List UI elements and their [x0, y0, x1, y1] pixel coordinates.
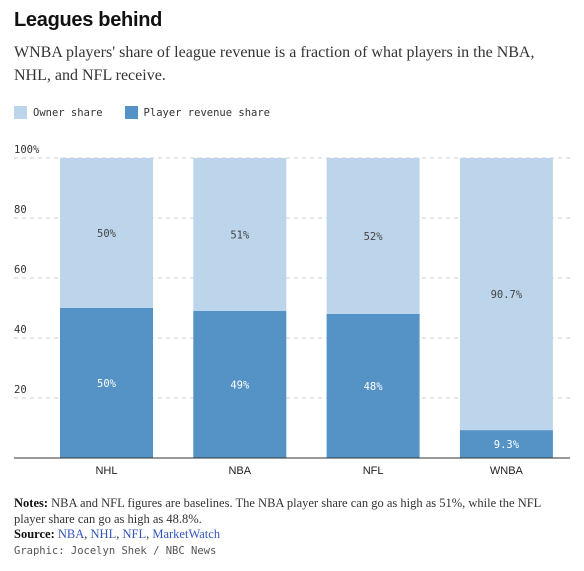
y-tick-label-80: 80	[14, 204, 27, 216]
chart-title: Leagues behind	[14, 9, 163, 31]
chart-subtitle: WNBA players' share of league revenue is…	[14, 44, 535, 84]
bar-nfl-player	[326, 314, 420, 458]
bar-nhl-player	[60, 308, 153, 458]
y-tick-label-100: 100%	[14, 144, 40, 156]
legend-item-owner: Owner share	[14, 106, 103, 119]
source-line: Source: NBA, NHL, NFL, MarketWatch	[14, 527, 221, 541]
graphic-credit: Graphic: Jocelyn Shek / NBC News	[14, 545, 217, 557]
notes-text: NBA and NFL figures are baselines. The N…	[14, 496, 541, 526]
data-label-wnba-player: 9.3%	[494, 439, 520, 451]
source-link-marketwatch[interactable]: MarketWatch	[152, 527, 221, 541]
source-label: Source:	[14, 527, 55, 541]
x-tick-label-nfl: NFL	[363, 465, 384, 477]
legend-label-player: Player revenue share	[143, 106, 270, 119]
source-link-nhl[interactable]: NHL	[90, 527, 117, 541]
x-tick-label-nba: NBA	[228, 465, 251, 477]
stacked-bar-chart: 20 40 60 80 100% 50% 50% NHL 49% 51% NBA 48% 52% NFL 9…	[14, 144, 570, 477]
data-label-nhl-player: 50%	[97, 378, 117, 390]
data-label-nfl-owner: 52%	[364, 231, 384, 243]
y-tick-label-40: 40	[14, 324, 27, 336]
legend: Owner share Player revenue share	[14, 106, 292, 119]
legend-swatch-player	[124, 106, 138, 119]
bar-nfl-owner	[326, 158, 420, 314]
legend-item-player: Player revenue share	[124, 106, 270, 119]
data-label-nhl-owner: 50%	[97, 228, 117, 240]
legend-label-owner: Owner share	[33, 106, 103, 119]
bar-wnba-player	[459, 430, 553, 458]
data-label-wnba-owner: 90.7%	[491, 289, 523, 301]
notes: Notes: NBA and NFL figures are baselines…	[14, 495, 574, 527]
y-tick-label-20: 20	[14, 384, 27, 396]
data-label-nba-player: 49%	[230, 380, 250, 392]
bar-nba-player	[193, 311, 287, 458]
x-tick-label-nhl: NHL	[95, 465, 117, 477]
x-tick-label-wnba: WNBA	[490, 465, 524, 477]
source-link-nba[interactable]: NBA	[57, 527, 85, 541]
source-link-nfl[interactable]: NFL	[122, 527, 147, 541]
bar-nhl-owner	[60, 158, 153, 308]
notes-label: Notes:	[14, 496, 49, 510]
data-label-nfl-player: 48%	[364, 381, 384, 393]
bar-wnba-owner	[459, 158, 553, 431]
y-tick-label-60: 60	[14, 264, 27, 276]
legend-swatch-owner	[14, 106, 27, 119]
bar-nba-owner	[193, 158, 287, 311]
data-label-nba-owner: 51%	[230, 230, 250, 242]
